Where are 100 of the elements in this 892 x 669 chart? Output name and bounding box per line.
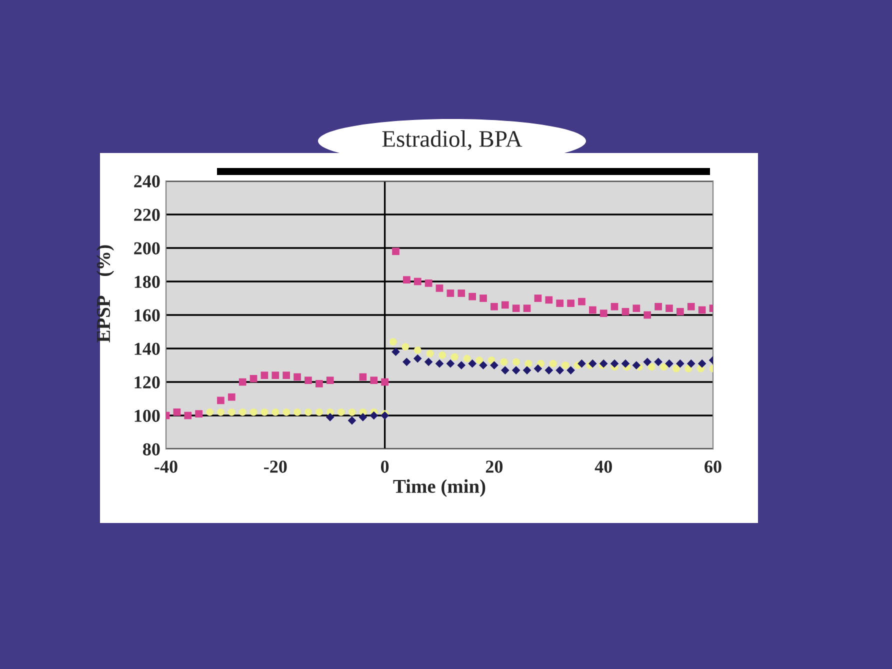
point <box>490 302 498 310</box>
point <box>660 363 668 371</box>
point <box>621 359 630 368</box>
point <box>588 359 597 368</box>
point <box>599 359 608 368</box>
point <box>610 302 618 310</box>
x-tick-label: -40 <box>154 460 178 473</box>
point <box>424 280 432 287</box>
point <box>413 354 422 363</box>
point <box>294 373 301 381</box>
y-axis-title: EPSP (%) <box>96 245 114 342</box>
point <box>446 359 455 368</box>
point <box>654 358 662 366</box>
point <box>500 366 510 374</box>
point <box>686 359 696 368</box>
point <box>666 304 673 312</box>
point <box>610 359 619 368</box>
point <box>238 378 246 386</box>
point <box>217 408 224 416</box>
point <box>402 358 411 366</box>
point <box>648 363 656 371</box>
point <box>479 361 488 370</box>
point <box>463 354 471 362</box>
point <box>524 360 532 368</box>
point <box>578 298 586 306</box>
point <box>562 362 569 369</box>
y-tick-label: 80 <box>142 443 160 456</box>
point <box>450 353 458 361</box>
y-tick-label: 240 <box>134 175 160 188</box>
point <box>500 358 508 366</box>
point <box>389 338 397 346</box>
point <box>272 408 280 416</box>
point <box>348 416 356 425</box>
point <box>534 294 542 302</box>
point <box>238 408 246 416</box>
point <box>380 411 389 420</box>
point <box>468 292 476 300</box>
point <box>414 346 422 354</box>
point <box>358 413 368 422</box>
point <box>566 366 575 374</box>
point <box>304 376 312 384</box>
point <box>698 359 706 368</box>
point <box>250 408 258 416</box>
point <box>282 372 290 379</box>
point <box>206 408 214 416</box>
point <box>512 304 520 312</box>
point <box>370 411 378 420</box>
point <box>523 304 531 312</box>
point <box>402 343 409 350</box>
point <box>676 359 684 368</box>
point <box>260 408 268 416</box>
point <box>512 358 520 366</box>
point <box>426 350 434 358</box>
point <box>315 408 323 416</box>
point <box>534 364 542 373</box>
y-tick-label: 200 <box>134 242 160 254</box>
point <box>600 310 608 317</box>
point <box>173 408 181 416</box>
point <box>228 408 236 416</box>
chart-title: Estradiol, BPA <box>382 130 522 150</box>
x-tick-label: -20 <box>264 460 287 473</box>
point <box>272 372 280 379</box>
x-tick-label: 40 <box>594 460 612 473</box>
x-axis-title: Time (min) <box>393 479 486 497</box>
point <box>665 359 674 368</box>
y-tick-label: 160 <box>134 309 160 322</box>
point <box>326 413 334 422</box>
point <box>468 359 476 368</box>
y-tick-label: 180 <box>134 276 160 288</box>
point <box>556 366 564 374</box>
point <box>632 361 641 370</box>
point <box>458 290 466 297</box>
x-tick-label: 60 <box>704 460 722 473</box>
point <box>315 380 323 388</box>
point <box>294 408 301 416</box>
point <box>522 366 532 374</box>
point <box>578 359 586 368</box>
point <box>217 396 224 404</box>
point <box>475 356 483 364</box>
point <box>326 376 334 384</box>
point <box>501 301 509 309</box>
point <box>392 348 400 356</box>
point <box>414 278 422 286</box>
point <box>698 306 706 314</box>
point <box>544 366 554 374</box>
point <box>556 300 564 307</box>
point <box>632 304 640 312</box>
point <box>403 276 410 284</box>
point <box>424 358 433 366</box>
point <box>392 248 400 256</box>
point <box>622 308 630 316</box>
point <box>545 296 553 304</box>
point <box>195 410 202 418</box>
x-tick-label: 0 <box>380 460 389 473</box>
point <box>549 360 557 368</box>
point <box>359 373 367 381</box>
point <box>480 294 487 302</box>
point <box>184 412 192 420</box>
y-tick-label: 220 <box>134 208 160 221</box>
point <box>672 364 680 372</box>
